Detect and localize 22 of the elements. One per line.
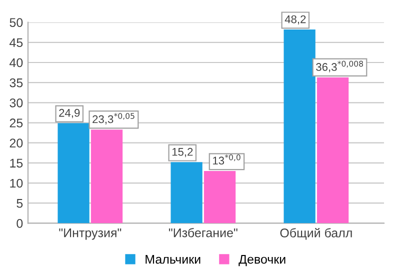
data-label: 23,3$^{*0,05}$	[92, 113, 134, 124]
legend-label: Девочки	[238, 254, 286, 266]
y-tick-label: 30	[10, 98, 23, 108]
legend-label: Мальчики	[146, 254, 200, 264]
data-label: 13$^{*0,0}$	[213, 154, 240, 165]
y-tick-label: 25	[10, 118, 23, 128]
y-tick-label: 40	[10, 58, 23, 68]
data-label: 48,2	[284, 15, 306, 24]
data-label: 15,2	[172, 148, 193, 158]
data-label: 36,3$^{*0,008}$	[316, 60, 363, 72]
y-tick-label: 0	[16, 219, 23, 228]
y-tick-label: 45	[10, 38, 23, 48]
y-tick-label: 35	[10, 78, 23, 88]
y-tick-label: 50	[10, 18, 23, 27]
data-label: 24,9	[59, 108, 80, 118]
x-tick-label: Общий балл	[280, 228, 352, 240]
y-tick-label: 10	[10, 178, 23, 188]
y-tick-label: 5	[16, 199, 23, 208]
x-tick-label: "Избегание"	[168, 228, 238, 238]
x-tick-label: "Интрузия"	[59, 228, 122, 240]
y-tick-label: 15	[10, 158, 23, 168]
y-tick-label: 20	[10, 138, 23, 148]
